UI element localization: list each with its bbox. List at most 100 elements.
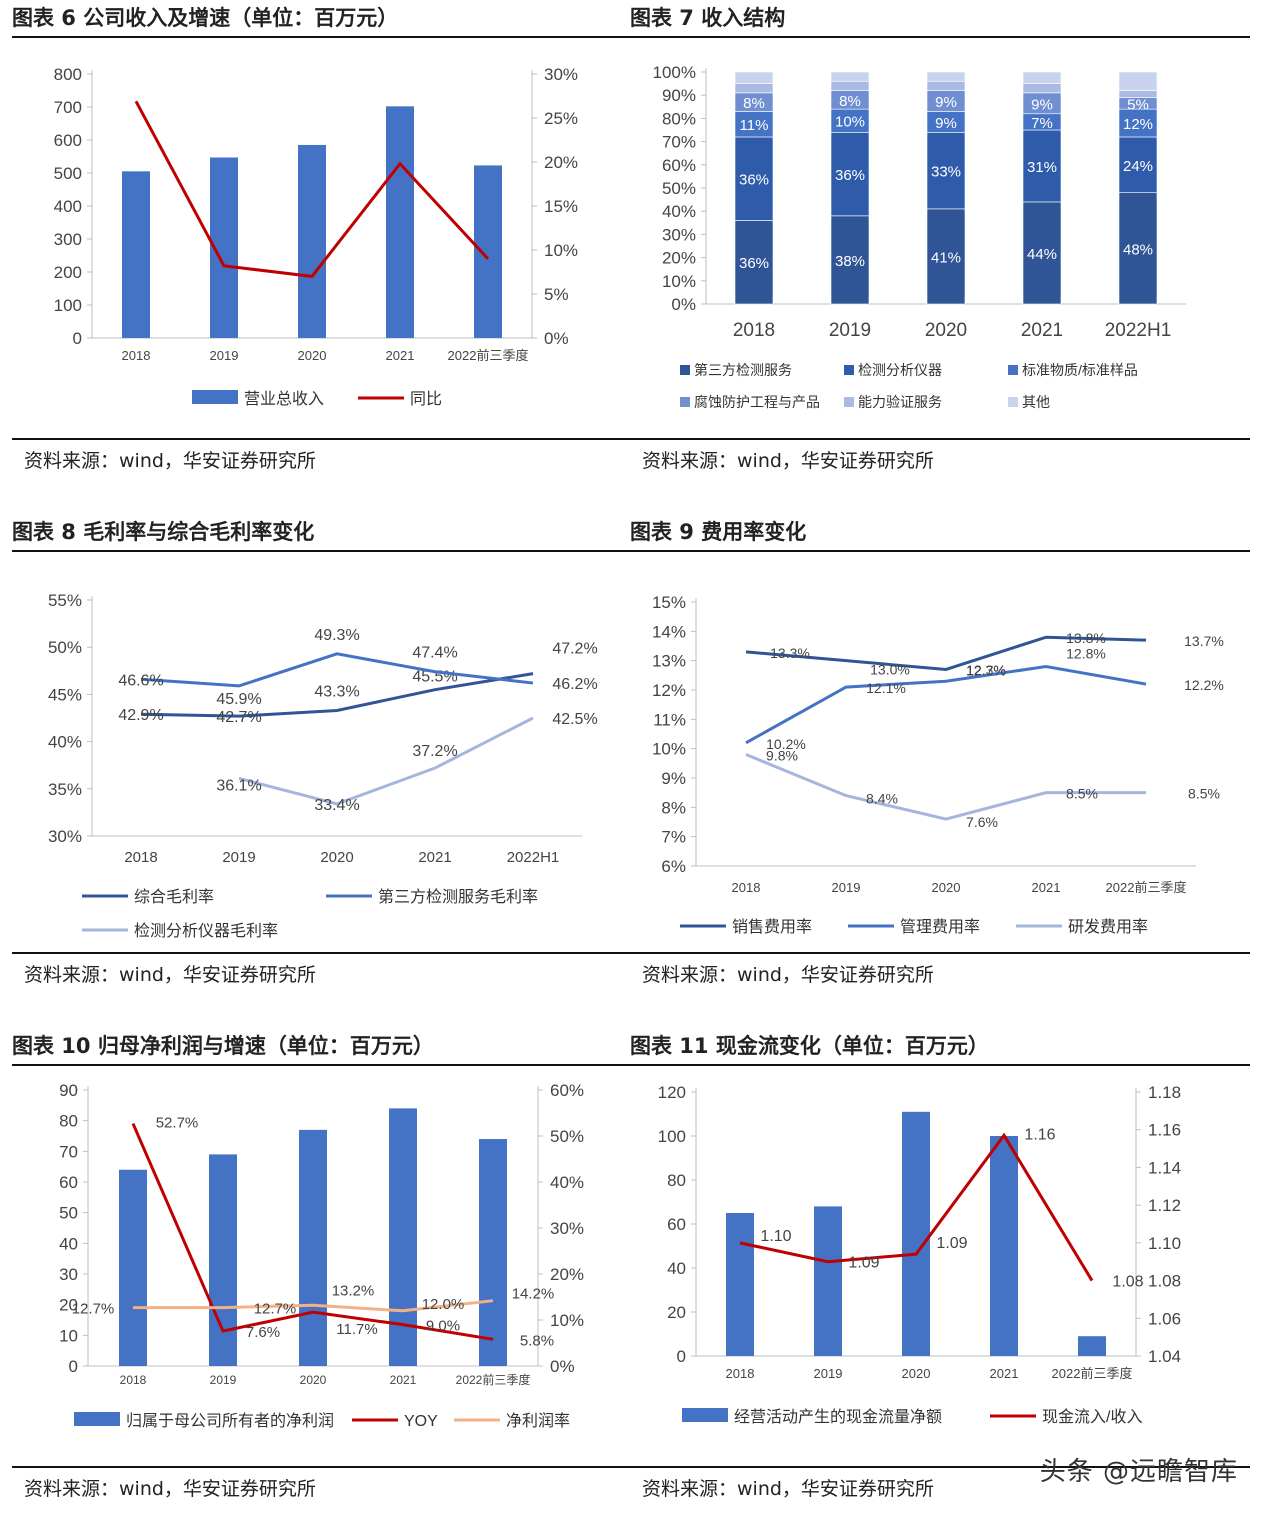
- y2-tick-label: 1.08: [1148, 1272, 1181, 1291]
- bottom-rule: [12, 438, 632, 440]
- legend-label: 管理费用率: [900, 918, 980, 936]
- revenue-bar: [298, 144, 326, 338]
- stacked-segment: [830, 71, 870, 82]
- segment-label: 36%: [739, 172, 769, 189]
- y-tick-label: 12%: [652, 681, 686, 700]
- x-tick-label: 2018: [732, 880, 761, 895]
- y2-tick-label: 1.04: [1148, 1347, 1181, 1366]
- net-profit-chart: 0 10 20 30 40 50 60 70 80 90 0% 10% 20% 30% 40% 50% 60% 2…: [59, 1081, 584, 1430]
- y-tick-label: 90%: [662, 86, 696, 105]
- title-rule: [630, 1064, 1250, 1066]
- revenue-bar: [474, 165, 502, 338]
- y2-tick-label: 0%: [550, 1357, 575, 1376]
- data-label: 42.5%: [552, 711, 597, 728]
- y-tick-label: 9%: [661, 769, 686, 788]
- legend-swatch: [1008, 397, 1018, 407]
- data-label: 1.08: [1112, 1274, 1143, 1291]
- legend-label: 其他: [1022, 394, 1050, 410]
- segment-label: 36%: [835, 167, 865, 184]
- source-note: 资料来源：wind，华安证券研究所: [24, 450, 316, 472]
- segment-label: 38%: [835, 253, 865, 270]
- expense-ratio-chart: 6% 7% 8% 9% 10% 11% 12% 13% 14% 15% 2018 2019 2020 20…: [652, 593, 1224, 936]
- data-label: 11.7%: [336, 1321, 377, 1338]
- x-tick-label: 2022前三季度: [448, 348, 529, 363]
- y-tick-label: 55%: [48, 591, 82, 610]
- cash-flow-chart: 0 20 40 60 80 100 120 1.04 1.06 1.08 1.10 1.12 1.14 1…: [658, 1083, 1181, 1426]
- x-tick-label: 2018: [726, 1366, 755, 1381]
- data-label: 43.3%: [314, 683, 359, 700]
- net-profit-bar: [299, 1129, 327, 1366]
- y-tick-label: 35%: [48, 780, 82, 799]
- legend-label: 检测分析仪器: [858, 362, 942, 378]
- segment-label: 31%: [1027, 159, 1057, 176]
- data-label: 47.4%: [412, 645, 457, 662]
- stacked-segment: [1022, 83, 1062, 94]
- stacked-segment: [926, 80, 966, 91]
- x-tick-label: 2018: [733, 320, 775, 341]
- stacked-segment: [734, 136, 774, 221]
- legend-label: 标准物质/标准样品: [1022, 362, 1138, 378]
- data-label: 7.6%: [246, 1324, 280, 1341]
- cash-flow-bar: [814, 1206, 842, 1356]
- data-label: 52.7%: [156, 1115, 199, 1132]
- title-rule: [630, 36, 1250, 38]
- segment-label: 11%: [740, 117, 769, 134]
- chart-panel-gross-margin: 图表 8 毛利率与综合毛利率变化 30% 35% 40% 45% 50% 55% 2018 2…: [12, 514, 632, 1004]
- data-label: 14.2%: [512, 1286, 555, 1303]
- segment-label: 33%: [931, 164, 961, 181]
- y-tick-label: 0%: [671, 295, 696, 314]
- data-label: 47.2%: [552, 641, 597, 658]
- stacked-segment: [926, 132, 966, 210]
- x-tick-label: 2022前三季度: [1106, 880, 1187, 895]
- data-label: 9.8%: [766, 748, 798, 764]
- y-tick-label: 700: [54, 98, 82, 117]
- x-tick-label: 2022H1: [1105, 320, 1172, 341]
- cash-flow-bar: [990, 1136, 1018, 1356]
- net-profit-bar: [479, 1139, 507, 1366]
- chart-title: 图表 8 毛利率与综合毛利率变化: [12, 520, 315, 544]
- y-tick-label: 8%: [661, 798, 686, 817]
- y-tick-label: 100: [658, 1127, 686, 1146]
- y-tick-label: 30: [59, 1265, 78, 1284]
- y-tick-label: 80%: [662, 109, 696, 128]
- bottom-rule: [630, 1466, 1250, 1468]
- ratio-line: [131, 1122, 494, 1341]
- stacked-segment: [926, 71, 966, 82]
- chart-panel-cash-flow: 图表 11 现金流变化（单位：百万元） 0 20 40 60 80 100 120 1.04 1…: [630, 1028, 1250, 1518]
- stacked-segment: [830, 80, 870, 91]
- data-label: 1.10: [760, 1228, 791, 1245]
- data-label: 13.8%: [1066, 630, 1106, 646]
- y-tick-label: 600: [54, 131, 82, 150]
- revenue-chart: 0 100 200 300 400 500 600 700 800 0% 5% 10% 15% 20% 25…: [54, 65, 578, 408]
- y2-tick-label: 10%: [550, 1311, 584, 1330]
- legend-label: 能力验证服务: [858, 394, 942, 410]
- legend-label: 腐蚀防护工程与产品: [694, 394, 820, 410]
- y2-tick-label: 1.18: [1148, 1083, 1181, 1102]
- x-tick-label: 2022前三季度: [456, 1372, 531, 1387]
- y-tick-label: 0: [69, 1357, 78, 1376]
- y-tick-label: 120: [658, 1083, 686, 1102]
- segment-label: 24%: [1123, 158, 1153, 175]
- y-tick-label: 60: [59, 1173, 78, 1192]
- legend-swatch: [192, 390, 238, 404]
- y-tick-label: 40: [59, 1234, 78, 1253]
- net-profit-bar: [209, 1154, 237, 1366]
- stacked-segment: [734, 71, 774, 84]
- chart-title: 图表 10 归母净利润与增速（单位：百万元）: [12, 1034, 434, 1058]
- y2-tick-label: 30%: [550, 1219, 584, 1238]
- x-tick-label: 2019: [210, 1373, 237, 1387]
- legend-swatch: [844, 397, 854, 407]
- data-label: 46.6%: [118, 672, 163, 689]
- y-tick-label: 400: [54, 197, 82, 216]
- legend-swatch: [680, 365, 690, 375]
- y-tick-label: 11%: [653, 710, 686, 729]
- watermark-text: 头条 @远瞻智库: [1039, 1457, 1238, 1487]
- y2-tick-label: 30%: [544, 65, 578, 84]
- legend-label: 经营活动产生的现金流量净额: [734, 1408, 942, 1426]
- legend-swatch: [682, 1408, 728, 1422]
- y-tick-label: 60: [667, 1215, 686, 1234]
- data-label: 12.0%: [422, 1296, 465, 1313]
- y-tick-label: 300: [54, 230, 82, 249]
- legend-label: 第三方检测服务: [694, 362, 792, 378]
- stacked-segment: [734, 111, 774, 138]
